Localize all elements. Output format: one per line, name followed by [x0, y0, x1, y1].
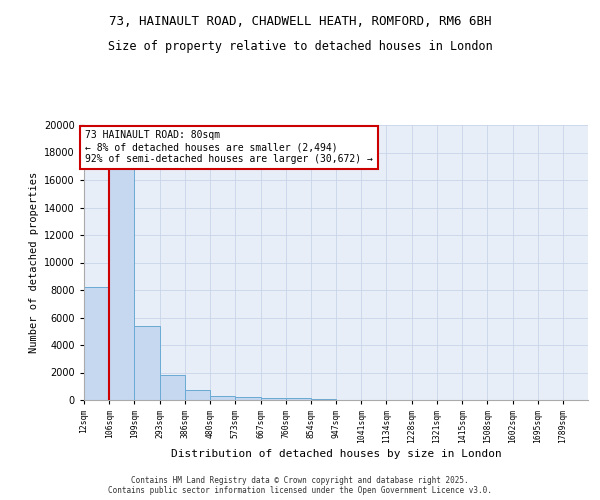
Bar	[286, 398, 311, 400]
Text: 73 HAINAULT ROAD: 80sqm
← 8% of detached houses are smaller (2,494)
92% of semi-: 73 HAINAULT ROAD: 80sqm ← 8% of detached…	[85, 130, 373, 164]
Bar	[185, 390, 210, 400]
Y-axis label: Number of detached properties: Number of detached properties	[29, 172, 38, 353]
Bar	[235, 397, 260, 400]
Bar	[311, 399, 336, 400]
Text: Size of property relative to detached houses in London: Size of property relative to detached ho…	[107, 40, 493, 53]
X-axis label: Distribution of detached houses by size in London: Distribution of detached houses by size …	[170, 448, 502, 458]
Bar	[134, 326, 160, 400]
Bar	[260, 398, 286, 400]
Bar	[109, 169, 134, 400]
Text: Contains HM Land Registry data © Crown copyright and database right 2025.
Contai: Contains HM Land Registry data © Crown c…	[108, 476, 492, 495]
Bar	[160, 374, 185, 400]
Text: 73, HAINAULT ROAD, CHADWELL HEATH, ROMFORD, RM6 6BH: 73, HAINAULT ROAD, CHADWELL HEATH, ROMFO…	[109, 15, 491, 28]
Bar	[210, 396, 235, 400]
Bar	[84, 287, 109, 400]
